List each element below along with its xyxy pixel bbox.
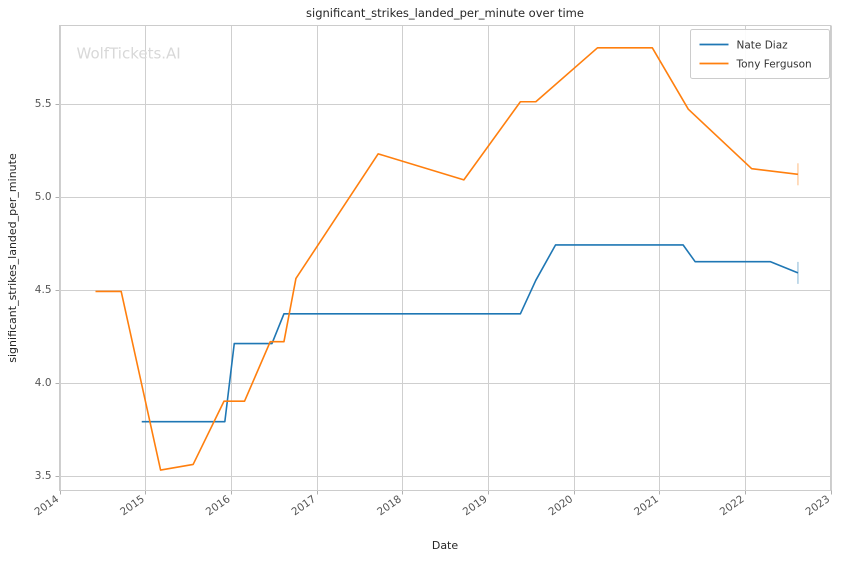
legend-label-nate-diaz[interactable]: Nate Diaz xyxy=(737,39,789,51)
chart-legend[interactable]: Nate Diaz Tony Ferguson xyxy=(690,29,830,79)
y-tick-label: 3.5 xyxy=(35,470,52,482)
watermark-label: WolfTickets.AI xyxy=(77,45,181,63)
series-line-tony-ferguson xyxy=(95,47,799,471)
data-series-layer xyxy=(95,47,799,471)
y-tick-label: 5.0 xyxy=(35,191,52,203)
legend-background xyxy=(690,29,830,79)
y-axis-tick-labels: 3.5 4.0 4.5 5.0 5.5 xyxy=(35,98,52,482)
plot-area-background xyxy=(59,25,831,491)
y-axis-label: significant_strikes_landed_per_minute xyxy=(6,153,19,363)
y-tick-label: 4.5 xyxy=(35,284,52,296)
legend-label-tony-ferguson[interactable]: Tony Ferguson xyxy=(736,58,812,70)
plot-area-border xyxy=(58,24,832,492)
chart-title: significant_strikes_landed_per_minute ov… xyxy=(306,6,584,20)
gridlines xyxy=(59,25,832,491)
series-line-nate-diaz xyxy=(141,244,799,423)
axis-tick-marks xyxy=(55,104,832,495)
x-axis-label: Date xyxy=(432,539,459,552)
y-tick-label: 5.5 xyxy=(35,98,52,110)
y-tick-label: 4.0 xyxy=(35,377,52,389)
